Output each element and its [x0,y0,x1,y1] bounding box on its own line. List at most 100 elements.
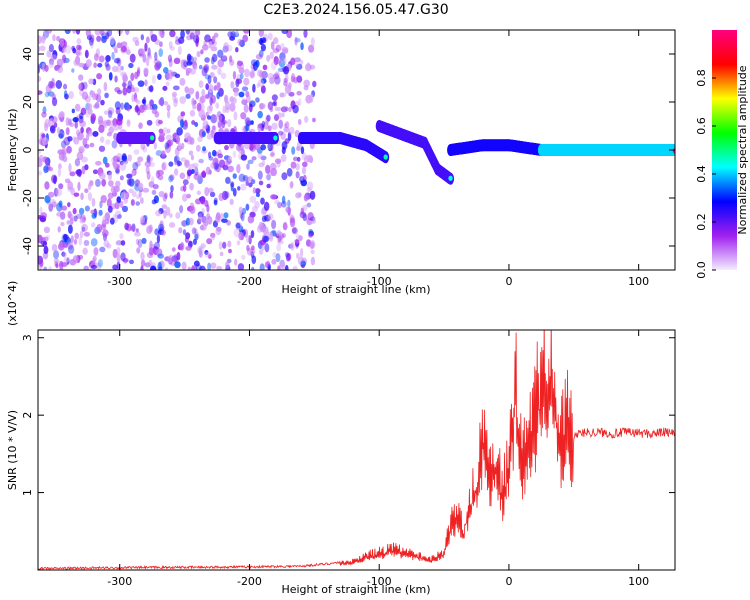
heatmap-noise-cell [161,229,166,236]
heatmap-noise-cell [63,137,69,145]
heatmap-noise-cell [69,171,76,177]
heatmap-noise-cell [51,243,58,252]
heatmap-noise-cell [213,32,219,38]
y-tick-label: 3 [21,334,34,341]
heatmap-noise-cell [172,85,180,91]
heatmap-noise-cell [155,210,162,217]
heatmap-noise-cell [140,251,145,261]
heatmap-noise-cell [158,190,165,198]
heatmap-noise-cell [217,153,223,159]
heatmap-noise-cell [48,61,55,69]
heatmap-noise-cell [242,175,248,183]
heatmap-noise-cell [81,165,86,175]
heatmap-noise-cell [43,245,49,255]
heatmap-noise-cell [302,204,308,212]
heatmap-noise-cell [278,119,284,129]
heatmap-noise-cell [229,95,234,103]
heatmap-noise-cell [244,68,250,78]
heatmap-noise-cell [287,199,291,208]
heatmap-noise-cell [187,169,193,176]
heatmap-noise-cell [140,259,146,267]
heatmap-noise-cell [50,54,58,61]
heatmap-noise-cell [44,195,51,204]
heatmap-noise-cell [179,205,184,214]
heatmap-noise-cell [295,252,300,259]
heatmap-noise-cell [277,67,284,73]
heatmap-noise-cell [44,122,49,132]
heatmap-noise-cell [217,49,224,58]
heatmap-noise-cell [152,184,159,190]
heatmap-noise-cell [62,47,67,54]
heatmap-noise-cell [101,35,107,44]
heatmap-noise-cell [292,265,298,270]
heatmap-noise-cell [280,106,288,113]
heatmap-noise-cell [63,90,68,98]
heatmap-noise-cell [254,200,260,209]
heatmap-noise-cell [185,246,192,251]
snr-plot-area [38,330,675,570]
heatmap-noise-cell [296,90,302,96]
heatmap-noise-cell [288,82,292,90]
heatmap-ridge-core [672,148,675,154]
heatmap-noise-cell [215,113,223,123]
heatmap-noise-cell [213,76,218,84]
heatmap-noise-cell [189,32,195,40]
heatmap-noise-cell [38,90,43,95]
heatmap-noise-cell [275,44,282,52]
heatmap-noise-cell [75,48,81,56]
heatmap-noise-cell [80,81,84,91]
heatmap-noise-cell [138,182,144,191]
heatmap-noise-cell [258,49,264,58]
heatmap-noise-cell [274,106,282,112]
heatmap-noise-cell [157,174,164,181]
heatmap-noise-cell [259,102,264,111]
heatmap-noise-cell [176,251,181,261]
heatmap-noise-cell [151,103,158,111]
heatmap-noise-cell [104,92,109,99]
heatmap-noise-cell [267,231,273,240]
heatmap-noise-cell [53,258,60,264]
colorbar: 0.0 0.2 0.4 0.6 0.8 Normalized spectral ampl… [695,30,749,279]
heatmap-noise-cell [288,91,295,97]
heatmap-noise-cell [215,226,222,236]
heatmap-noise-cell [192,238,197,246]
heatmap-noise-cell [140,216,146,224]
heatmap-noise-cell [67,211,72,219]
heatmap-noise-cell [51,116,58,123]
heatmap-noise-cell [46,50,52,58]
heatmap-noise-cell [111,156,118,165]
heatmap-noise-cell [194,233,199,241]
heatmap-noise-cell [109,217,115,225]
heatmap-noise-cell [265,174,270,180]
heatmap-noise-cell [98,124,105,133]
heatmap-noise-cell [271,219,277,230]
heatmap-noise-cell [102,215,107,224]
heatmap-noise-cell [120,191,127,201]
heatmap-noise-cell [281,112,285,118]
heatmap-noise-cell [143,67,149,75]
heatmap-noise-cell [243,142,251,150]
heatmap-noise-cell [212,125,216,135]
snr-panel: -300 -200 -100 0 100 1 2 3 Height of straight … [6,281,676,596]
heatmap-noise-cell [154,111,160,118]
heatmap-noise-cell [146,170,151,180]
heatmap-noise-cell [155,150,163,157]
heatmap-noise-cell [182,229,187,236]
heatmap-noise-cell [210,233,216,241]
heatmap-noise-cell [100,99,105,106]
heatmap-noise-cell [207,253,212,259]
heatmap-noise-cell [205,166,211,175]
heatmap-noise-cell [203,220,209,227]
heatmap-noise-cell [50,125,56,134]
heatmap-noise-cell [270,152,275,158]
heatmap-noise-cell [189,182,194,191]
heatmap-noise-cell [41,111,47,118]
heatmap-noise-cell [277,130,284,136]
heatmap-noise-cell [240,183,247,191]
heatmap-noise-cell [76,151,84,161]
heatmap-noise-cell [299,175,305,183]
heatmap-noise-cell [267,32,273,41]
heatmap-noise-cell [92,130,99,137]
heatmap-noise-cell [235,46,239,53]
heatmap-noise-cell [274,158,282,164]
